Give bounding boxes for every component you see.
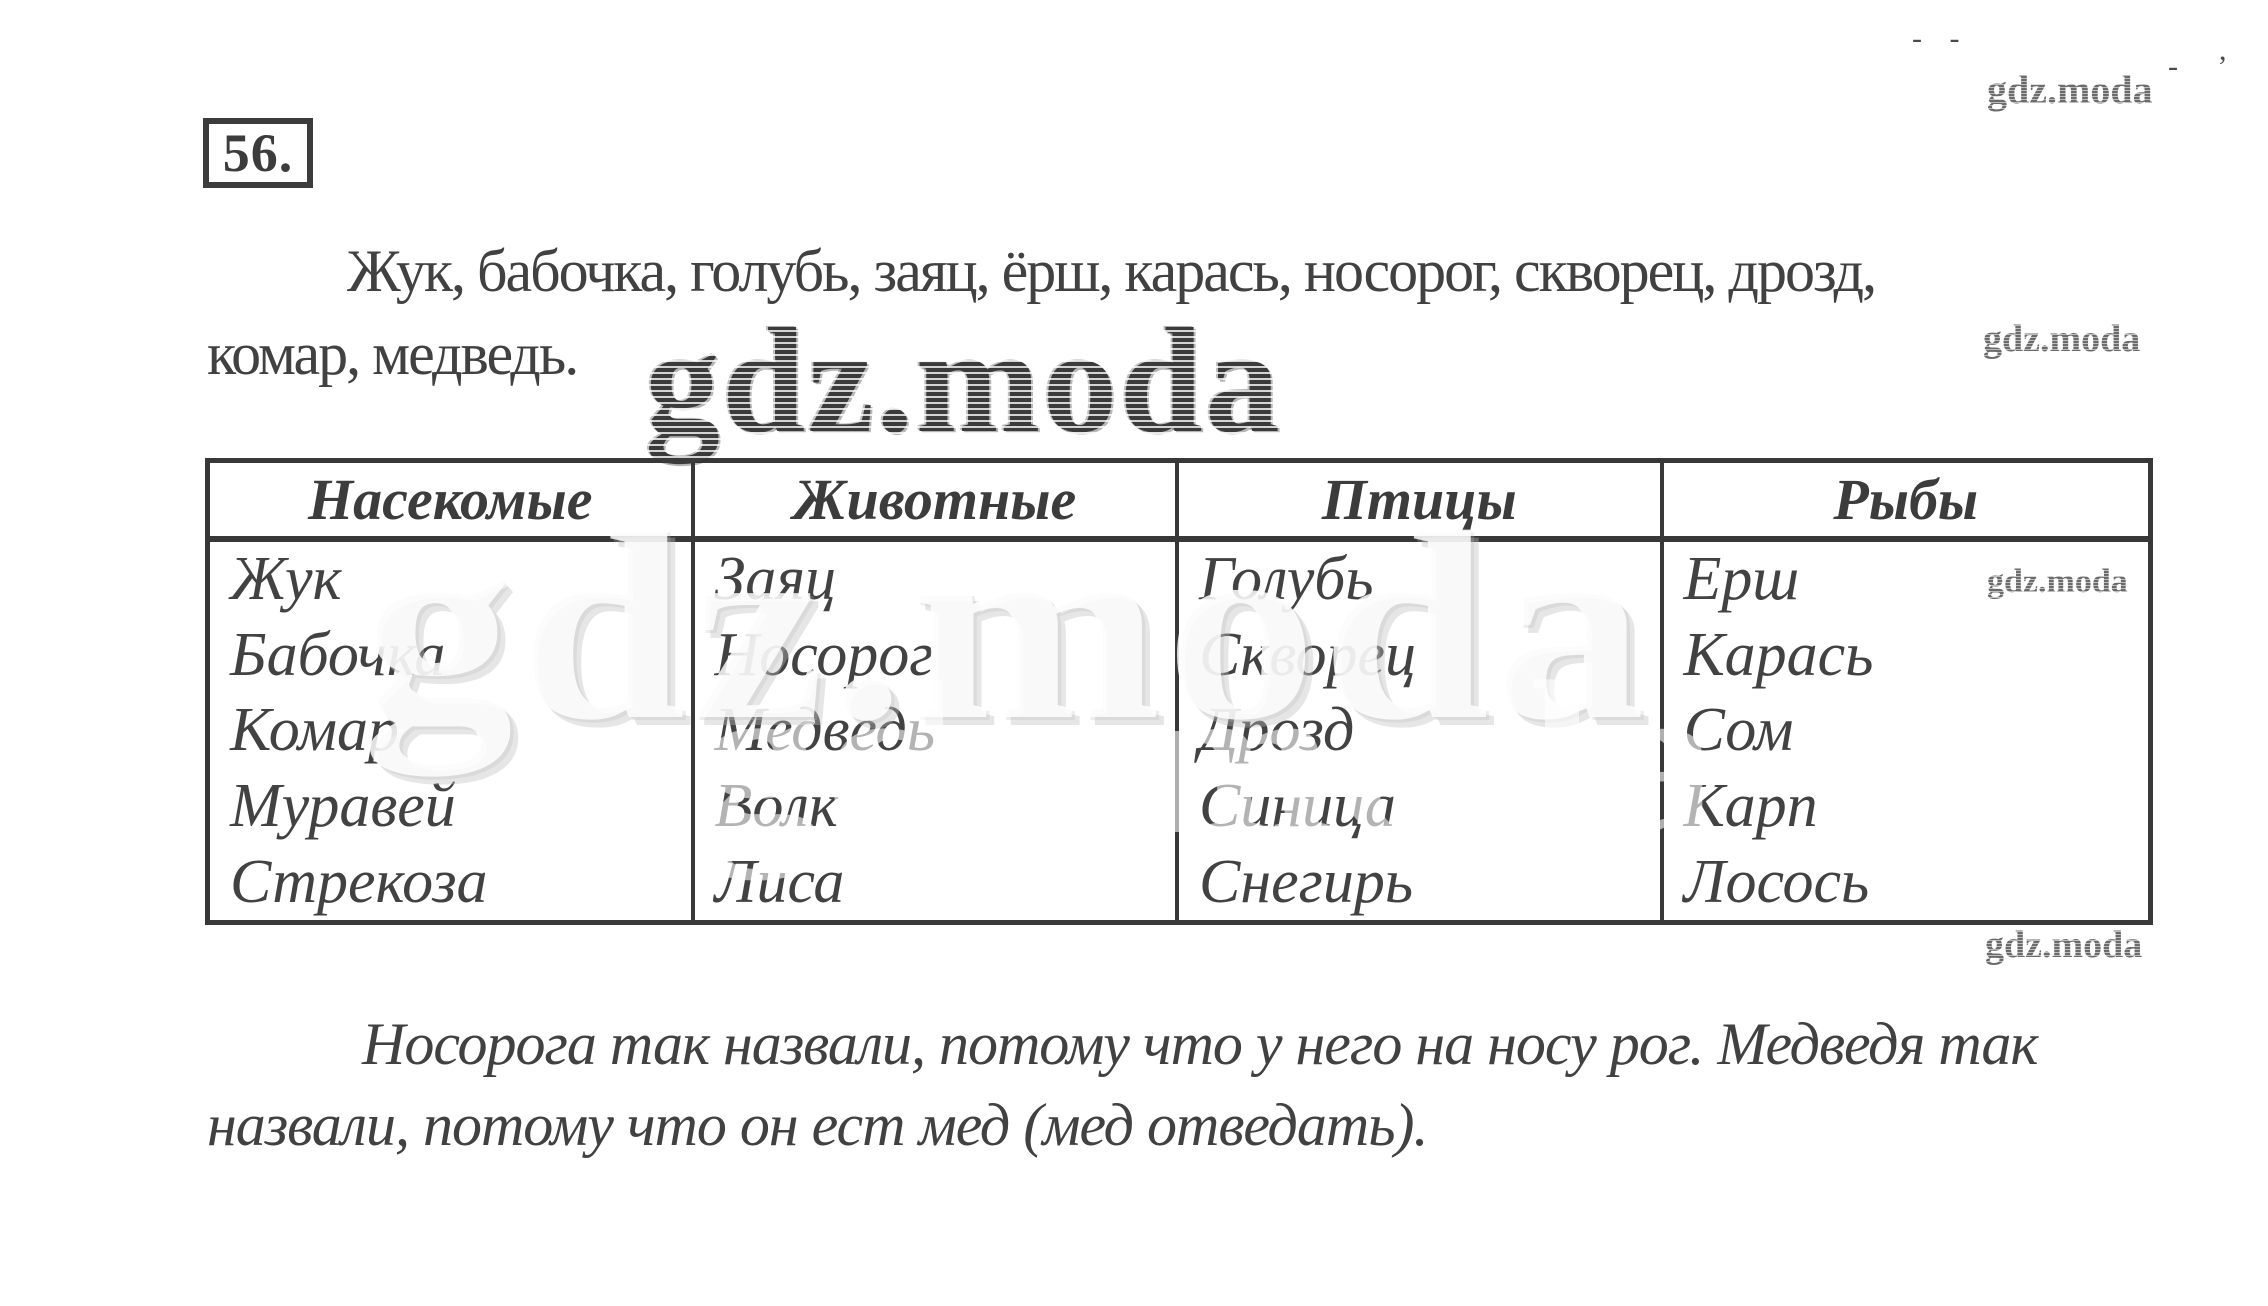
scan-artifact-corner-mark: - ’ — [2168, 50, 2244, 83]
exercise-number: 56. — [222, 123, 294, 183]
table-cell: Волк — [695, 768, 1179, 845]
table-cell: Комар — [210, 693, 695, 769]
table-cell: Сом — [1683, 696, 1794, 765]
watermark-top-right: gdz.moda — [1987, 67, 2153, 112]
table-cell: Синица — [1179, 768, 1664, 845]
watermark-big-sketch: gdz.moda — [645, 302, 1325, 460]
table-cell: Голубь — [1179, 542, 1664, 618]
table-cell: Лосось — [1683, 847, 1870, 916]
note-line-1: Носорога так назвали, потому что у него … — [362, 1011, 2039, 1077]
table-cell: Дрозд — [1179, 693, 1664, 769]
table-cell: Карп — [1683, 772, 1818, 841]
note-line-2: назвали, потому что он ест мед (мед отве… — [207, 1092, 1428, 1158]
table-cell: Скворец — [1179, 617, 1664, 694]
watermark-bottom-right: gdz.moda — [1985, 924, 2143, 966]
table-cell: Карась — [1683, 620, 1874, 689]
header-cell-animals: Животные — [694, 463, 1179, 542]
table-cell: Лиса — [695, 844, 1179, 920]
table-cell: Стрекоза — [210, 844, 695, 920]
intro-line-1: Жук, бабочка, голубь, заяц, ёрш, карась,… — [347, 238, 1877, 304]
header-cell-insects: Насекомые — [210, 463, 695, 542]
table-cell: Носорог — [695, 617, 1179, 694]
watermark-mid-right: gdz.moda — [1983, 318, 2141, 360]
header-cell-fish: Рыбы — [1663, 463, 2148, 542]
table-cell: Заяц — [695, 542, 1179, 618]
exercise-number-box: 56. — [203, 118, 313, 188]
table-cell: Медведь — [695, 693, 1179, 769]
animal-classification-table: Насекомые Животные Птицы Рыбы Жук Заяц Г… — [205, 458, 2153, 925]
table-cell: Снегирь — [1179, 844, 1664, 920]
table-cell: Муравей — [210, 768, 695, 845]
header-cell-birds: Птицы — [1179, 463, 1664, 542]
intro-line-2: комар, медведь. — [207, 321, 579, 387]
table-cell: Ерш — [1683, 545, 1800, 614]
table-cell: Жук — [210, 542, 695, 618]
scan-artifact-dashes: - - — [1912, 22, 1970, 55]
watermark-table-right: gdz.moda — [1987, 563, 2128, 600]
table-cell: Бабочка — [210, 617, 695, 694]
